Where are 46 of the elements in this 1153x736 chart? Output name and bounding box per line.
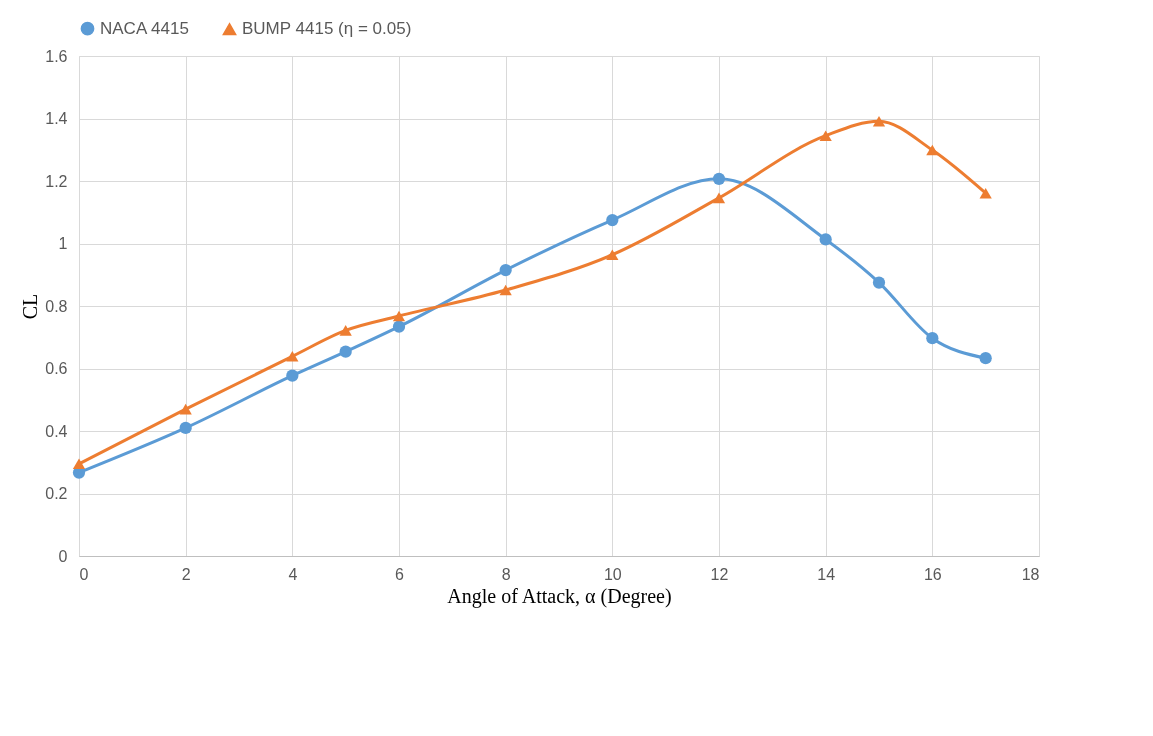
y-tick-label: 0.2 [45,485,68,502]
point [979,187,992,199]
x-tick-label: 6 [395,565,405,583]
y-tick-label: 1.6 [45,47,68,65]
x-tick-label: 4 [288,565,298,583]
legend-label: BUMP 4415 (η = 0.05) [242,19,412,39]
point [819,130,832,141]
x-tick-label: 12 [710,565,729,583]
point [339,345,352,358]
y-tick-label: 0.8 [45,297,68,315]
y-tick-label: 1.2 [45,172,68,190]
point [179,421,192,434]
x-tick-label: 10 [603,565,622,583]
y-tick-label: 0.4 [45,422,68,440]
y-tick-label: 0.6 [45,360,68,377]
point [286,369,299,382]
point [499,284,512,296]
point [286,351,299,362]
y-tick-label: 1.4 [45,110,68,127]
point [926,144,939,156]
point [712,192,726,204]
x-axis-title: Angle of Attack, α (Degree) [447,584,672,608]
x-tick-label: 2 [181,565,191,583]
legend-label: NACA 4415 [100,18,189,38]
x-tick-label: 16 [923,565,942,583]
y-tick-label: 1 [58,235,68,252]
point [606,249,619,261]
point [179,403,192,415]
x-tick-label: 14 [817,565,836,583]
point [499,263,512,277]
point [392,320,406,333]
point [872,116,886,127]
x-tick-label: 0 [79,565,89,583]
y-tick-label: 0 [58,547,68,565]
point [606,213,619,227]
point [712,172,726,185]
point [339,325,352,336]
point [392,310,406,322]
y-axis-title: CL [19,293,42,320]
point [979,352,992,365]
point [926,332,939,345]
x-tick-label: 8 [501,565,511,583]
point [72,458,86,470]
point [872,276,886,289]
point [819,233,832,246]
x-tick-label: 18 [1021,565,1040,583]
